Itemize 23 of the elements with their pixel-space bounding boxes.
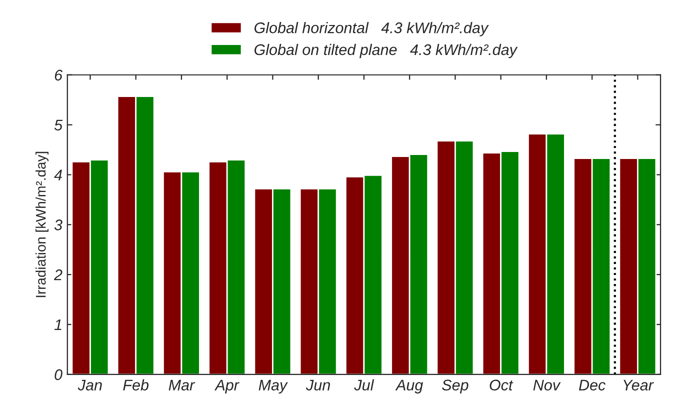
- y-tick-label: 4: [54, 170, 62, 180]
- x-tick-label: Sep: [442, 380, 468, 394]
- x-tick-label: Oct: [490, 380, 514, 390]
- x-tick-label: Feb: [123, 379, 149, 390]
- y-tick-label: 6: [54, 70, 63, 81]
- y-tick-label: 3: [54, 220, 62, 230]
- x-tick-label: Dec: [578, 380, 606, 390]
- y-tick-label: 1: [54, 320, 62, 330]
- legend-label: Global on tilted plane 4.3 kWh/m².day: [254, 44, 518, 58]
- x-tick-label: Jul: [354, 379, 374, 390]
- x-tick-label: Jun: [306, 380, 330, 390]
- y-tick-label: 2: [54, 269, 62, 280]
- x-tick-label: May: [258, 380, 288, 394]
- x-tick-label: Aug: [395, 380, 424, 394]
- x-tick-label: Mar: [168, 380, 196, 390]
- y-tick-label: 5: [54, 120, 63, 130]
- y-tick-label: 0: [54, 369, 62, 380]
- legend-label: Global horizontal 4.3 kWh/m².day: [254, 22, 489, 36]
- x-tick-label: Year: [624, 380, 654, 390]
- x-tick-label: Nov: [533, 380, 561, 390]
- x-tick-label: Apr: [214, 380, 240, 394]
- y-axis-title: Irradiation [kWh/m².day]: [36, 152, 48, 298]
- x-tick-label: Jan: [78, 380, 102, 390]
